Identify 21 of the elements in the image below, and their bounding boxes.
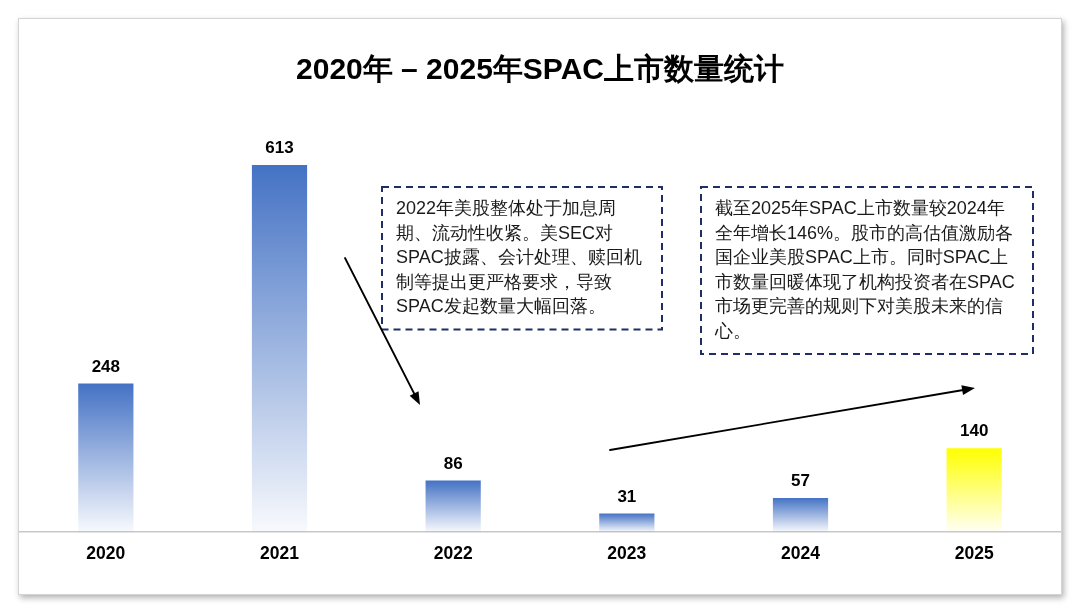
chart-title: 2020年 – 2025年SPAC上市数量统计 [296,52,784,86]
bar [78,383,134,532]
data-label: 31 [617,486,637,506]
bar [599,513,655,532]
data-label: 140 [959,421,989,441]
bar [425,480,481,532]
annotation: 2022年美股整体处于加息周期、流动性收紧。美SEC对SPAC披露、会计处理、赎回机制等提出更严格要求，导致SPAC发起数量大幅回落。 [396,198,642,317]
x-tick-label: 2020 [86,543,126,564]
x-tick-label: 2024 [781,543,821,564]
data-label: 248 [91,356,121,376]
x-tick-label: 2023 [607,543,647,564]
data-label: 613 [265,138,294,158]
annotation: 截至2025年SPAC上市数量较2024年全年增长146%。股市的高估值激励各国企业美股SPAC上市。同时SPAC上市数量回暖体现了机构投资者在SPAC市场更完善的规则下对美股未来的信心。 [714,198,1015,341]
data-label: 86 [443,453,463,473]
bar [251,165,308,532]
bar [772,497,829,532]
x-tick-label: 2021 [260,543,300,564]
x-tick-label: 2022 [433,543,473,564]
bar [946,448,1002,532]
data-label: 57 [791,471,810,491]
x-tick-label: 2025 [954,543,994,564]
